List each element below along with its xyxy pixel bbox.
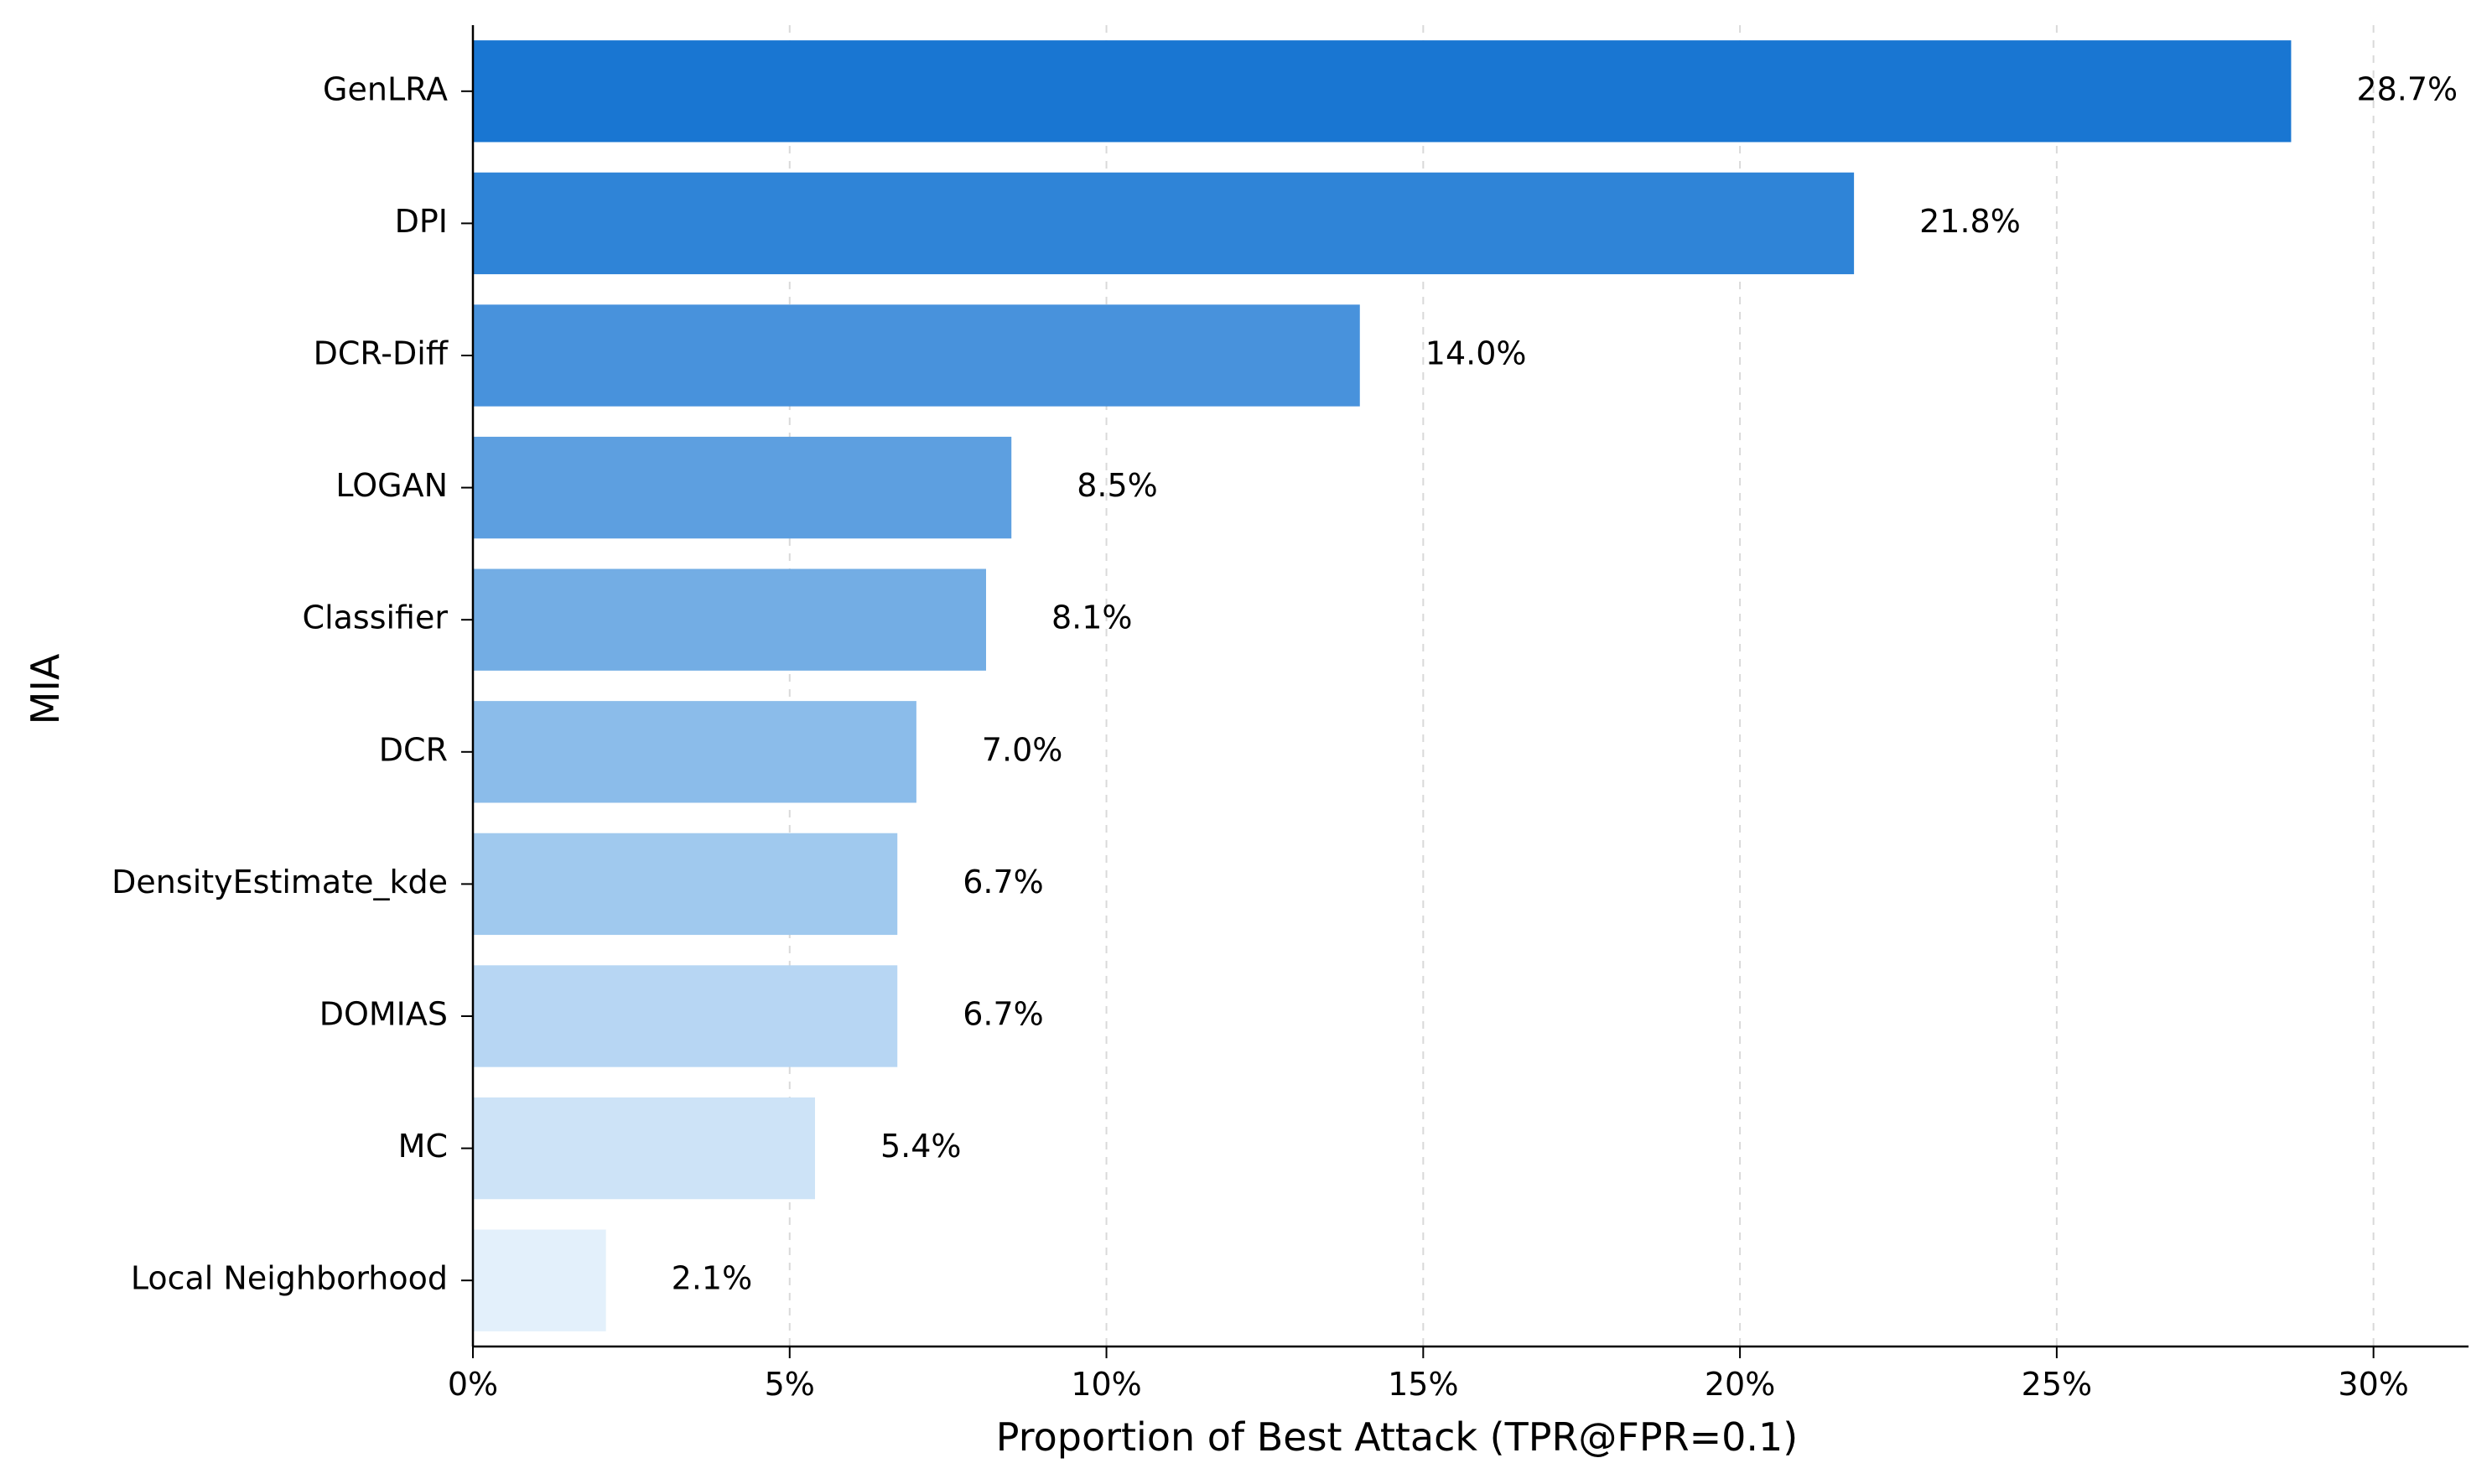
y-tick-label: DPI — [395, 203, 448, 240]
bar-value-label: 8.5% — [1077, 467, 1158, 504]
bar-value-label: 5.4% — [880, 1128, 962, 1165]
bar — [473, 701, 916, 803]
bar — [473, 436, 1012, 539]
y-tick-label: DCR-Diff — [314, 335, 449, 372]
bar-value-label: 6.7% — [963, 996, 1044, 1033]
x-tick-label: 30% — [2338, 1366, 2408, 1403]
bar — [473, 1229, 606, 1331]
bar — [473, 172, 1855, 275]
x-axis-title: Proportion of Best Attack (TPR@FPR=0.1) — [996, 1414, 1798, 1460]
bar — [473, 965, 898, 1067]
y-axis-ticks: GenLRA DPI DCR-Diff LOGAN Classifier DCR Densi… — [112, 70, 473, 1297]
bar-value-label: 14.0% — [1425, 335, 1527, 372]
x-axis-ticks: 0% 5% 10% 15% 20% 25% 30% — [448, 1346, 2409, 1403]
y-tick-label: DCR — [379, 731, 448, 768]
bar-value-label: 7.0% — [982, 731, 1063, 768]
bar-value-label: 28.7% — [2356, 70, 2458, 107]
x-tick-label: 0% — [448, 1366, 498, 1403]
y-tick-label: GenLRA — [323, 70, 448, 107]
y-tick-label: LOGAN — [335, 467, 448, 504]
bar — [473, 568, 986, 671]
bar-value-label: 2.1% — [672, 1260, 753, 1297]
bar-value-label: 8.1% — [1051, 599, 1133, 636]
bar-value-label: 6.7% — [963, 864, 1044, 900]
y-tick-label: Local Neighborhood — [131, 1260, 448, 1297]
y-axis-title: MIA — [23, 653, 68, 724]
y-tick-label: DensityEstimate_kde — [112, 864, 448, 900]
bar — [473, 1097, 815, 1200]
bars — [473, 40, 2292, 1331]
x-tick-label: 15% — [1388, 1366, 1458, 1403]
value-labels: 28.7% 21.8% 14.0% 8.5% 8.1% 7.0% 6.7% 6.7% 5.4% 2… — [672, 70, 2458, 1296]
bar — [473, 833, 898, 936]
x-tick-label: 5% — [765, 1366, 815, 1403]
y-tick-label: DOMIAS — [319, 996, 448, 1033]
y-tick-label: MC — [398, 1128, 448, 1165]
x-tick-label: 25% — [2022, 1366, 2092, 1403]
axes — [471, 25, 2469, 1348]
y-tick-label: Classifier — [303, 599, 449, 636]
x-tick-label: 10% — [1071, 1366, 1141, 1403]
bar-value-label: 21.8% — [1919, 203, 2021, 240]
bar — [473, 304, 1360, 407]
x-tick-label: 20% — [1705, 1366, 1775, 1403]
bar — [473, 40, 2292, 143]
